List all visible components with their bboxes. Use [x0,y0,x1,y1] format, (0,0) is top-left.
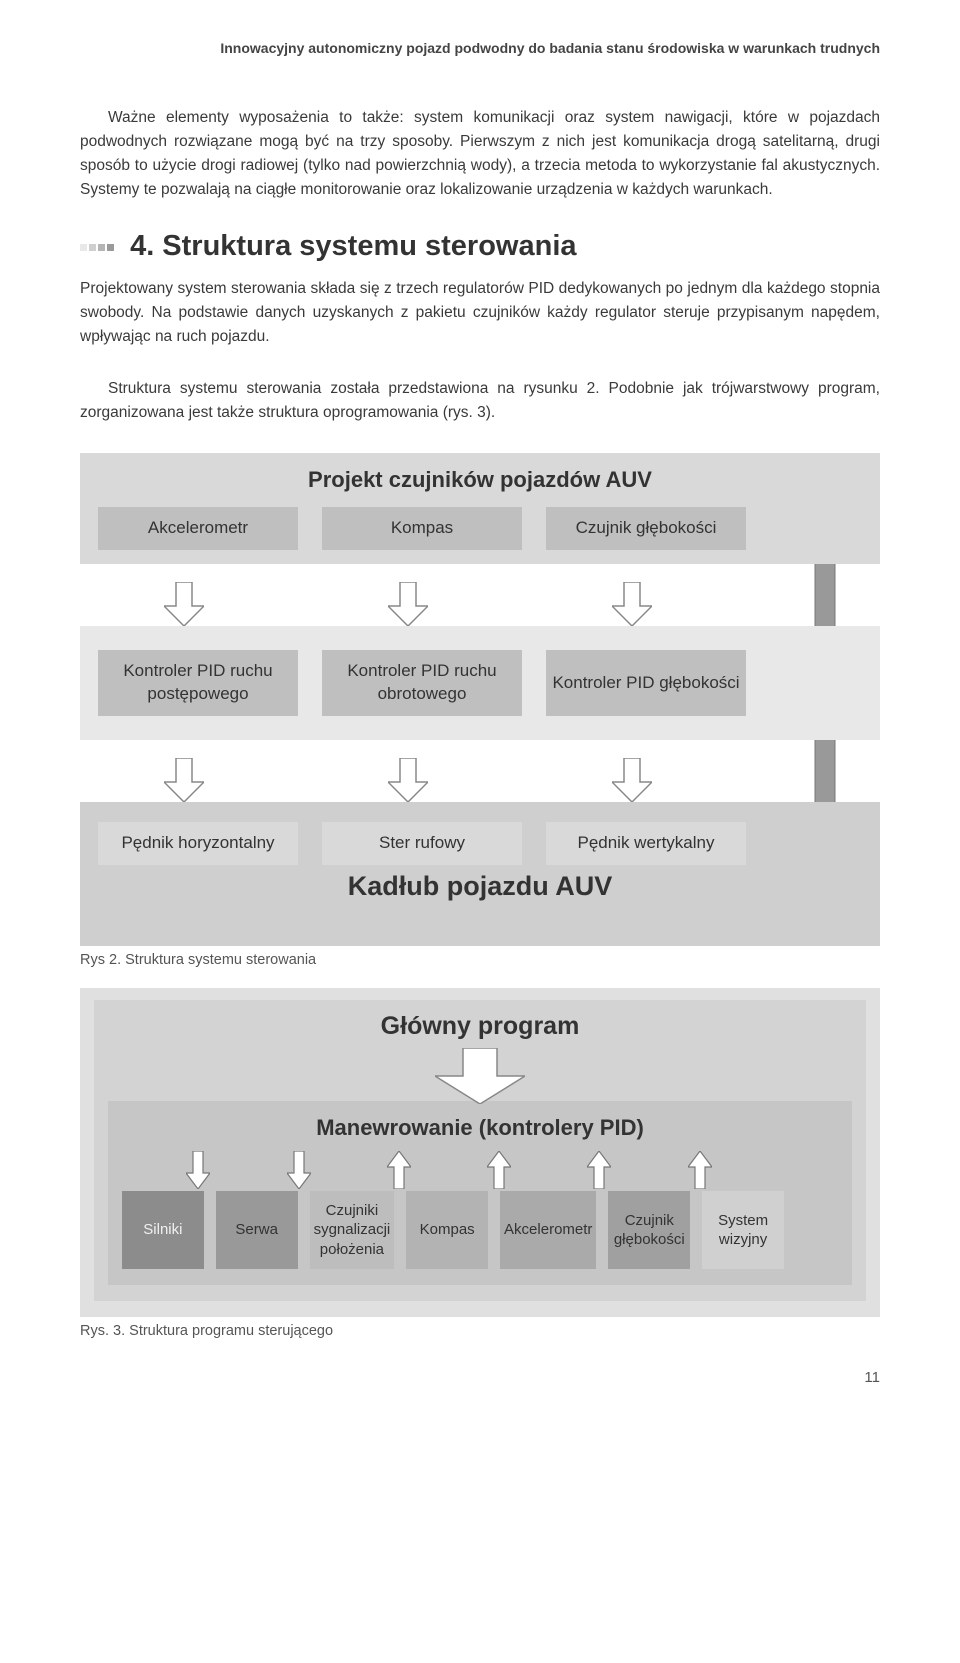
fig2-layer-controllers: Kontroler PID ruchu postępowego Kontrole… [80,626,880,740]
fig3-layer-main-program: Główny program Manewrowanie (kontrolery … [94,1000,866,1302]
fig3-small-arrows [122,1191,838,1235]
small-arrow-up-icon [587,1151,611,1194]
figure-3-diagram: Główny program Manewrowanie (kontrolery … [80,988,880,1318]
big-arrow-down-icon [435,1048,525,1104]
arrow-down-icon [308,582,508,626]
section-heading: 4. Struktura systemu sterowania [80,230,880,263]
fig2-box-horizontal-thruster: Pędnik horyzontalny [98,822,298,865]
section-heading-text: 4. Struktura systemu sterowania [130,230,576,262]
fig3-layer-pid: Manewrowanie (kontrolery PID) Silniki Se… [108,1101,852,1286]
small-arrow-up-icon [688,1151,712,1194]
arrow-down-icon [84,758,284,802]
arrow-down-icon [532,758,732,802]
fig3-title-pid: Manewrowanie (kontrolery PID) [122,1115,838,1141]
fig2-box-stern-rudder: Ster rufowy [322,822,522,865]
small-arrow-down-icon [287,1151,311,1194]
fig2-box-pid-depth: Kontroler PID głębokości [546,650,746,716]
fig2-box-compass: Kompas [322,507,522,550]
fig2-box-accelerometer: Akcelerometr [98,507,298,550]
fig3-title-main: Główny program [108,1012,852,1041]
fig2-layer-sensors: Projekt czujników pojazdów AUV Akcelerom… [80,453,880,564]
arrow-down-icon [532,582,732,626]
fig2-layer3-title: Kadłub pojazdu AUV [94,871,866,902]
small-arrow-down-icon [186,1151,210,1194]
heading-marker [80,226,116,259]
paragraph-1: Ważne elementy wyposażenia to także: sys… [80,106,880,202]
page-number: 11 [80,1369,880,1386]
figure-2-caption: Rys 2. Struktura systemu sterowania [80,952,880,968]
paragraph-2: Projektowany system sterowania składa si… [80,277,880,349]
fig2-layer-hull: Pędnik horyzontalny Ster rufowy Pędnik w… [80,802,880,946]
running-header: Innowacyjny autonomiczny pojazd podwodny… [80,40,880,56]
arrow-down-icon [84,582,284,626]
figure-3-caption: Rys. 3. Struktura programu sterującego [80,1323,880,1339]
arrow-down-icon [308,758,508,802]
fig2-box-pid-rotation: Kontroler PID ruchu obrotowego [322,650,522,716]
paragraph-3: Struktura systemu sterowania została prz… [80,377,880,425]
small-arrow-up-icon [487,1151,511,1194]
fig2-arrows-1 [80,582,880,626]
fig2-box-depth-sensor: Czujnik głębokości [546,507,746,550]
fig2-box-pid-forward: Kontroler PID ruchu postępowego [98,650,298,716]
fig2-arrows-2 [80,758,880,802]
figure-2-diagram: Projekt czujników pojazdów AUV Akcelerom… [80,453,880,946]
small-arrow-up-icon [387,1151,411,1194]
fig2-box-vertical-thruster: Pędnik wertykalny [546,822,746,865]
fig2-layer1-title: Projekt czujników pojazdów AUV [94,467,866,493]
